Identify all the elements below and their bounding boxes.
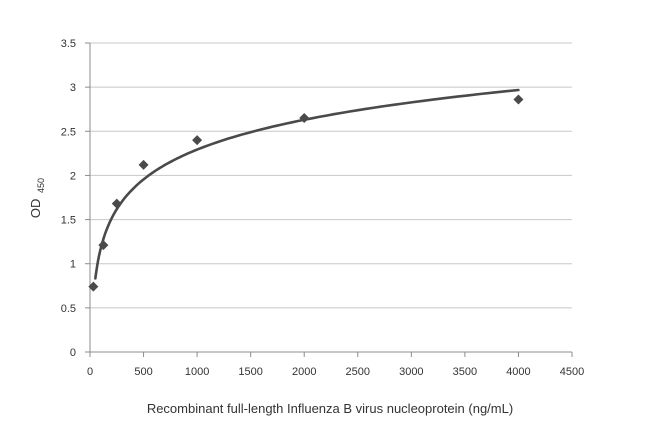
- y-tick-label: 0: [70, 347, 76, 359]
- x-tick-label: 2500: [346, 366, 370, 378]
- data-point: [513, 94, 524, 105]
- x-tick-label: 1500: [238, 366, 262, 378]
- y-tick-label: 3.5: [61, 38, 76, 50]
- y-axis-title-main: OD: [28, 199, 43, 219]
- x-axis-title: Recombinant full-length Influenza B viru…: [147, 401, 513, 416]
- data-point: [138, 159, 149, 170]
- data-point: [98, 240, 109, 251]
- y-axis-title: OD 450: [28, 178, 46, 218]
- gridlines: [90, 42, 572, 309]
- y-tick-label: 1.5: [61, 215, 76, 227]
- x-tick-label: 4500: [560, 366, 584, 378]
- y-tick-label: 0.5: [61, 303, 76, 315]
- x-tick-label: 3000: [399, 366, 423, 378]
- y-tick-label: 2.5: [61, 126, 76, 138]
- y-tick-label: 3: [70, 82, 76, 94]
- x-tick-labels: 0 500 1000 1500 2000 2500 3000 3500 4000 4500: [87, 366, 584, 378]
- data-point: [111, 198, 122, 209]
- y-tick-label: 1: [70, 259, 76, 271]
- data-point: [192, 135, 203, 146]
- data-point: [299, 113, 310, 124]
- x-tick-label: 1000: [185, 366, 209, 378]
- y-tick-labels: 0 0.5 1 1.5 2 2.5 3 3.5: [61, 38, 76, 359]
- x-tick-label: 2000: [292, 366, 316, 378]
- y-tick-label: 2: [70, 170, 76, 182]
- x-tick-label: 4000: [506, 366, 530, 378]
- x-tick-label: 3500: [453, 366, 477, 378]
- x-tick-label: 0: [87, 366, 93, 378]
- x-tick-label: 500: [134, 366, 152, 378]
- data-point: [88, 281, 99, 292]
- data-points: [88, 94, 524, 292]
- y-axis-title-subscript: 450: [36, 178, 46, 193]
- axes: [85, 42, 573, 357]
